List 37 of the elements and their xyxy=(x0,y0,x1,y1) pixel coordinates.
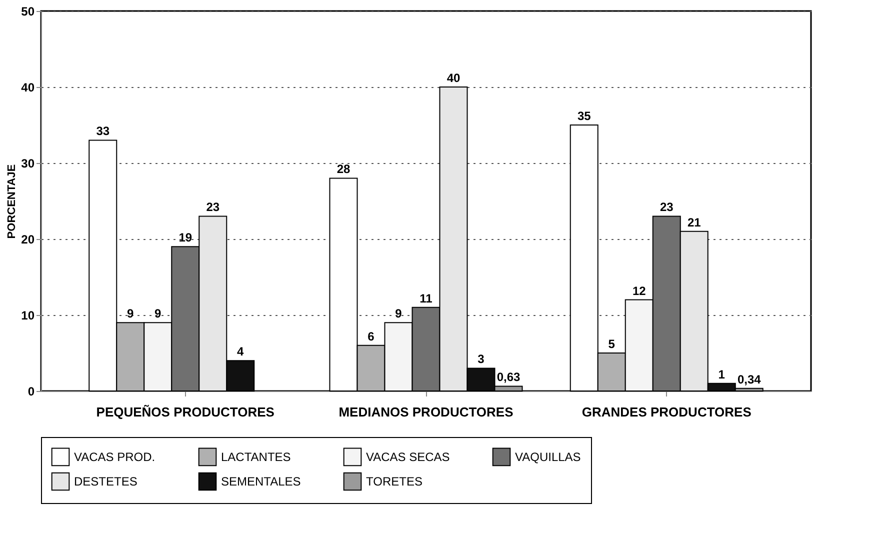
data-label: 4 xyxy=(237,344,244,359)
data-label: 23 xyxy=(206,200,220,214)
y-tick-label: 20 xyxy=(21,232,35,246)
legend-label: LACTANTES xyxy=(221,450,291,464)
data-label: 35 xyxy=(577,109,592,123)
y-tick-label: 10 xyxy=(21,308,35,322)
data-label: 9 xyxy=(154,306,162,321)
data-label: 19 xyxy=(178,230,192,245)
legend-label: TORETES xyxy=(366,474,422,488)
data-label: 9 xyxy=(395,306,402,321)
data-label: 12 xyxy=(632,284,646,298)
legend-label: DESTETES xyxy=(74,474,138,488)
data-label: 0,63 xyxy=(496,370,520,384)
data-label: 3 xyxy=(478,352,485,366)
data-label: 9 xyxy=(127,306,134,321)
data-label: 33 xyxy=(96,124,110,138)
data-label: 0,34 xyxy=(737,372,762,386)
data-label: 40 xyxy=(446,71,460,85)
x-tick-label: PEQUEÑOS PRODUCTORES xyxy=(96,404,275,420)
data-label: 28 xyxy=(336,162,350,176)
data-label: 21 xyxy=(687,215,702,230)
legend-label: VACAS SECAS xyxy=(366,450,450,464)
y-axis-title: PORCENTAJE xyxy=(6,164,18,239)
y-tick-label: 40 xyxy=(21,80,35,94)
data-label: 5 xyxy=(608,337,616,351)
legend-label: VAQUILLAS xyxy=(515,450,581,464)
legend-label: VACAS PROD. xyxy=(74,450,156,464)
x-tick-label: MEDIANOS PRODUCTORES xyxy=(338,404,514,420)
data-label: 11 xyxy=(420,291,433,306)
y-tick-label: 50 xyxy=(21,4,35,18)
x-tick-label: GRANDES PRODUCTORES xyxy=(582,404,752,420)
data-label: 1 xyxy=(718,367,726,382)
data-label: 6 xyxy=(368,329,375,344)
y-tick-label: 30 xyxy=(21,156,35,170)
y-tick-label: 0 xyxy=(28,384,35,398)
legend-label: SEMENTALES xyxy=(221,474,301,488)
data-label: 23 xyxy=(660,200,674,214)
